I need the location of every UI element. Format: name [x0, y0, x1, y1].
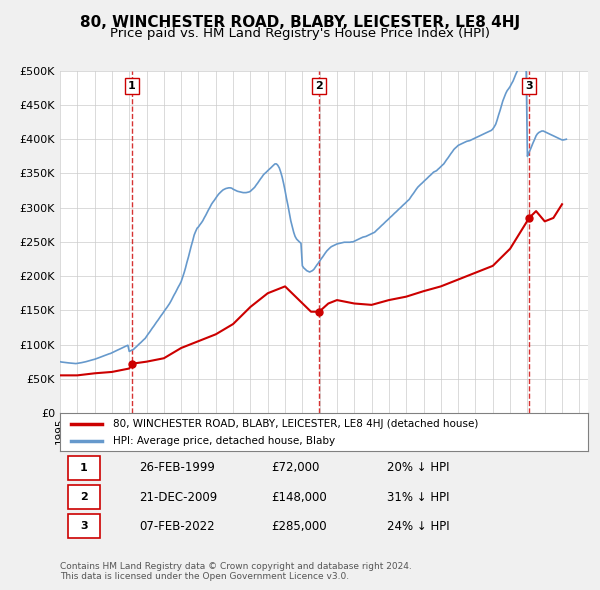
FancyBboxPatch shape: [68, 456, 100, 480]
FancyBboxPatch shape: [68, 485, 100, 509]
Text: 26-FEB-1999: 26-FEB-1999: [139, 461, 215, 474]
Text: 2: 2: [80, 492, 88, 502]
Text: £72,000: £72,000: [271, 461, 320, 474]
Text: 3: 3: [526, 81, 533, 91]
Text: 80, WINCHESTER ROAD, BLABY, LEICESTER, LE8 4HJ: 80, WINCHESTER ROAD, BLABY, LEICESTER, L…: [80, 15, 520, 30]
Text: 07-FEB-2022: 07-FEB-2022: [139, 520, 215, 533]
FancyBboxPatch shape: [68, 514, 100, 538]
Text: 80, WINCHESTER ROAD, BLABY, LEICESTER, LE8 4HJ (detached house): 80, WINCHESTER ROAD, BLABY, LEICESTER, L…: [113, 419, 478, 429]
Text: 31% ↓ HPI: 31% ↓ HPI: [388, 490, 450, 504]
Text: 21-DEC-2009: 21-DEC-2009: [139, 490, 217, 504]
Text: HPI: Average price, detached house, Blaby: HPI: Average price, detached house, Blab…: [113, 435, 335, 445]
Text: Contains HM Land Registry data © Crown copyright and database right 2024.
This d: Contains HM Land Registry data © Crown c…: [60, 562, 412, 581]
Text: £285,000: £285,000: [271, 520, 327, 533]
Text: 24% ↓ HPI: 24% ↓ HPI: [388, 520, 450, 533]
Text: 20% ↓ HPI: 20% ↓ HPI: [388, 461, 450, 474]
Text: 1: 1: [80, 463, 88, 473]
Text: 1: 1: [128, 81, 136, 91]
Text: 2: 2: [315, 81, 323, 91]
Text: 3: 3: [80, 522, 88, 532]
Text: £148,000: £148,000: [271, 490, 327, 504]
Text: Price paid vs. HM Land Registry's House Price Index (HPI): Price paid vs. HM Land Registry's House …: [110, 27, 490, 40]
